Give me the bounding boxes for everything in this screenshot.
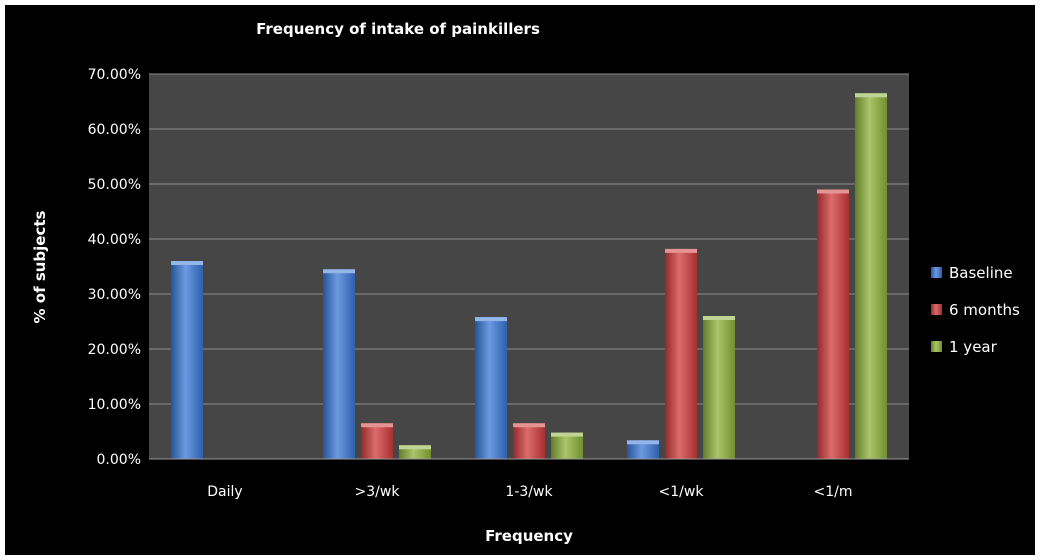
bar-cap [361, 423, 393, 428]
gridlines [149, 73, 909, 405]
bar-cap [855, 93, 887, 98]
bar-cap [475, 317, 507, 322]
bar-6-months [817, 189, 849, 459]
bar-cap [513, 423, 545, 428]
bar-1-year [551, 432, 583, 459]
bar-baseline [475, 317, 507, 459]
bar-1-year [855, 93, 887, 459]
bar-baseline [171, 261, 203, 459]
y-tick-label: 40.00% [88, 232, 141, 248]
bar-cap [665, 248, 697, 253]
bar-6-months [361, 423, 393, 459]
y-tick-label: 20.00% [88, 342, 141, 358]
x-axis-ticks: Daily >3/wk 1-3/wk <1/wk <1/m [207, 484, 852, 500]
x-tick-label: <1/wk [659, 484, 705, 500]
x-tick-label: Daily [207, 484, 242, 500]
legend-label: 6 months [949, 301, 1020, 319]
bar-baseline [627, 440, 659, 459]
bar-cap [399, 445, 431, 450]
bars [171, 93, 887, 459]
chart-frame: 0.00% 10.00% 20.00% 30.00% 40.00% 50.00% 60.00… [5, 5, 1035, 555]
bar-6-months [665, 248, 697, 459]
x-tick-label: <1/m [814, 484, 853, 500]
y-tick-label: 30.00% [88, 287, 141, 303]
bar-cap [817, 189, 849, 194]
chart-title: Frequency of intake of painkillers [256, 20, 540, 38]
x-tick-label: >3/wk [355, 484, 401, 500]
x-axis-label: Frequency [485, 527, 573, 545]
legend: Baseline 6 months 1 year [931, 264, 1020, 356]
bar-cap [703, 316, 735, 320]
bar-chart: 0.00% 10.00% 20.00% 30.00% 40.00% 50.00% 60.00… [31, 20, 1020, 545]
bar-1-year [703, 316, 735, 459]
bar-cap [627, 440, 659, 445]
y-tick-label: 10.00% [88, 397, 141, 413]
plot-area [149, 74, 909, 459]
bar-baseline [323, 269, 355, 459]
legend-label: 1 year [949, 338, 998, 356]
x-tick-label: 1-3/wk [505, 484, 553, 500]
y-tick-label: 50.00% [88, 177, 141, 193]
y-axis-label: % of subjects [31, 210, 49, 323]
legend-label: Baseline [949, 264, 1013, 282]
legend-swatch [931, 267, 942, 278]
legend-swatch [931, 341, 942, 352]
y-tick-label: 60.00% [88, 122, 141, 138]
y-tick-label: 70.00% [88, 67, 141, 83]
y-tick-label: 0.00% [97, 452, 141, 468]
bar-cap [171, 261, 203, 265]
bar-cap [551, 432, 583, 437]
legend-swatch [931, 304, 942, 315]
bar-6-months [513, 423, 545, 459]
bar-cap [323, 269, 355, 274]
y-axis-ticks: 0.00% 10.00% 20.00% 30.00% 40.00% 50.00% 60.00… [88, 67, 141, 468]
